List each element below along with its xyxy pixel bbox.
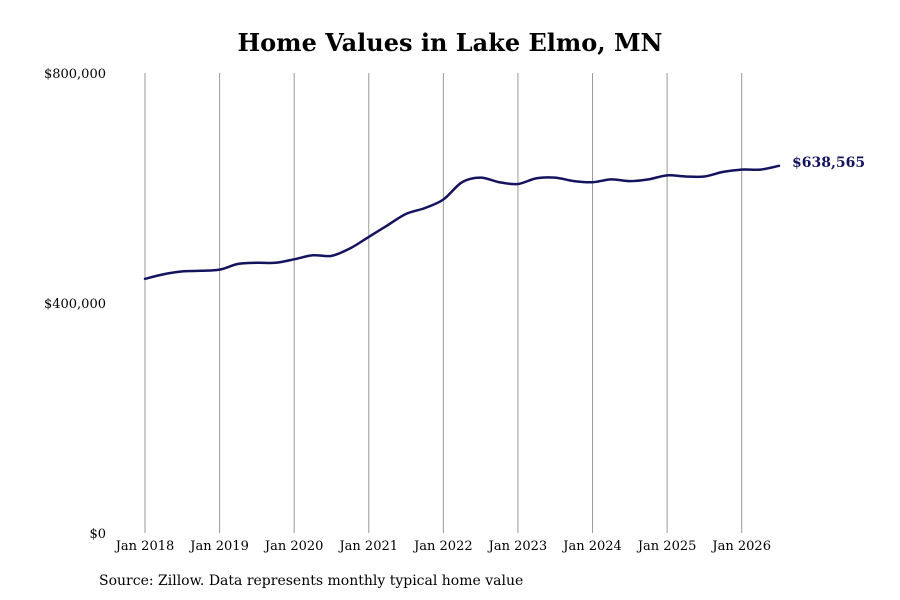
chart-title: Home Values in Lake Elmo, MN bbox=[237, 28, 663, 57]
x-tick-label: Jan 2021 bbox=[337, 539, 398, 554]
y-tick-label: $800,000 bbox=[44, 67, 106, 82]
end-label-layer: $638,565 bbox=[792, 155, 865, 171]
source-note: Source: Zillow. Data represents monthly … bbox=[99, 573, 524, 589]
y-tick-label: $0 bbox=[89, 527, 106, 542]
x-tick-label: Jan 2022 bbox=[412, 539, 473, 554]
x-tick-label: Jan 2018 bbox=[114, 539, 175, 554]
y-axis-tick-labels: $0 $400,000 $800,000 bbox=[44, 67, 106, 542]
series-layer bbox=[143, 164, 781, 281]
gridlines bbox=[144, 73, 743, 533]
end-value-label: $638,565 bbox=[792, 155, 865, 171]
x-tick-label: Jan 2020 bbox=[263, 539, 324, 554]
y-tick-label: $400,000 bbox=[44, 297, 106, 312]
series-line bbox=[143, 164, 781, 281]
x-tick-label: Jan 2023 bbox=[487, 539, 548, 554]
x-tick-label: Jan 2025 bbox=[636, 539, 697, 554]
x-axis-tick-labels: Jan 2018 Jan 2019 Jan 2020 Jan 2021 Jan 2022… bbox=[114, 539, 771, 554]
x-tick-label: Jan 2024 bbox=[561, 539, 622, 554]
x-tick-label: Jan 2026 bbox=[710, 539, 771, 554]
x-tick-label: Jan 2019 bbox=[188, 539, 249, 554]
